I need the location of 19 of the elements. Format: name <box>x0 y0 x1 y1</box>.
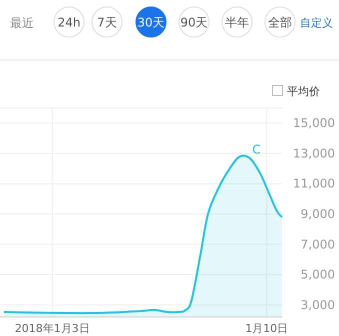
y-tick-label: 3,000 <box>300 298 335 312</box>
x-tick-label: 1月10日 <box>245 322 288 335</box>
text: 90天 <box>180 16 208 30</box>
annotation: C <box>252 142 261 156</box>
text: 半年 <box>225 16 249 30</box>
text: 全部 <box>268 16 292 30</box>
text: 7天 <box>97 16 117 30</box>
y-tick-label: 7,000 <box>300 237 335 252</box>
text: 30天 <box>137 16 165 30</box>
y-tick-label: 5,000 <box>300 268 335 282</box>
y-tick-label: 9,000 <box>300 207 335 222</box>
text: 最近 <box>10 16 34 30</box>
text: 24h <box>58 16 80 30</box>
y-tick-label: 15,000 <box>293 116 335 130</box>
x-tick-label: 2018年1月3日 <box>14 322 90 335</box>
y-tick-label: 11,000 <box>293 176 335 191</box>
text: 自定义 <box>300 16 333 30</box>
y-tick-label: 13,000 <box>293 146 335 160</box>
text: 平均价 <box>287 85 320 98</box>
